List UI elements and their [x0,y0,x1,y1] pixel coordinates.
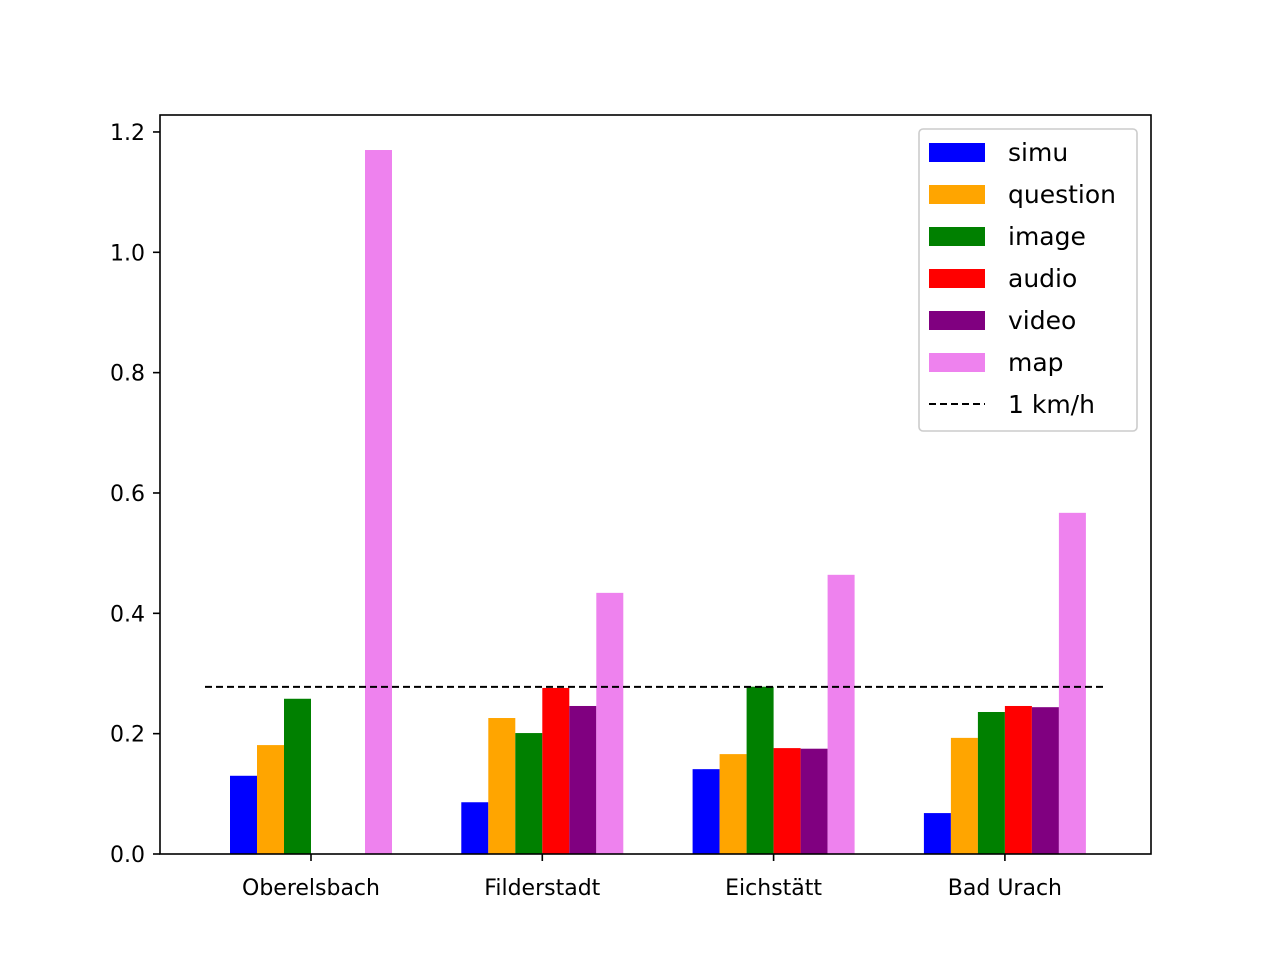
legend-swatch-image [929,227,985,246]
bar-simu [923,813,951,854]
x-tick-label: Filderstadt [484,876,600,901]
legend-label: simu [1008,138,1068,167]
bar-simu [230,775,257,854]
bar-image [515,733,543,854]
bar-video [569,705,597,854]
bar-video [1031,707,1059,854]
legend-swatch-audio [929,269,985,288]
bar-map [827,574,855,854]
bar-audio [542,687,570,854]
y-tick-label: 0.6 [110,482,145,507]
bar-question [488,718,516,854]
legend-label: question [1008,180,1116,209]
legend-swatch-simu [929,143,985,162]
bar-audio [773,748,801,854]
y-tick-label: 1.0 [110,241,145,266]
bar-map [1058,512,1086,854]
y-tick-label: 0.4 [110,602,145,627]
bar-simu [692,769,720,854]
legend-label: video [1008,306,1076,335]
legend-label: 1 km/h [1008,390,1095,419]
bar-simu [461,802,489,854]
x-tick-label: Eichstätt [725,876,822,901]
y-tick-label: 0.8 [110,362,145,387]
legend-swatch-question [929,185,985,204]
bar-question [719,754,747,854]
x-tick-label: Oberelsbach [242,876,380,901]
y-tick-label: 1.2 [110,121,145,146]
legend-swatch-map [929,353,985,372]
legend-swatch-video [929,311,985,330]
bar-image [746,686,774,854]
legend-label: image [1008,222,1086,251]
plot-frame [159,114,1152,855]
bar-image [284,698,311,854]
bar-map [365,150,392,855]
y-tick-label: 0.2 [110,723,145,748]
bar-question [257,745,284,854]
bar-image [977,711,1005,854]
bar-question [950,737,978,854]
legend-label: map [1008,348,1064,377]
y-tick-label: 0.0 [110,843,145,868]
legend-label: audio [1008,264,1077,293]
bar-map [596,592,624,854]
bar-video [800,748,828,854]
x-tick-label: Bad Urach [948,876,1062,901]
bar-audio [1004,705,1032,854]
